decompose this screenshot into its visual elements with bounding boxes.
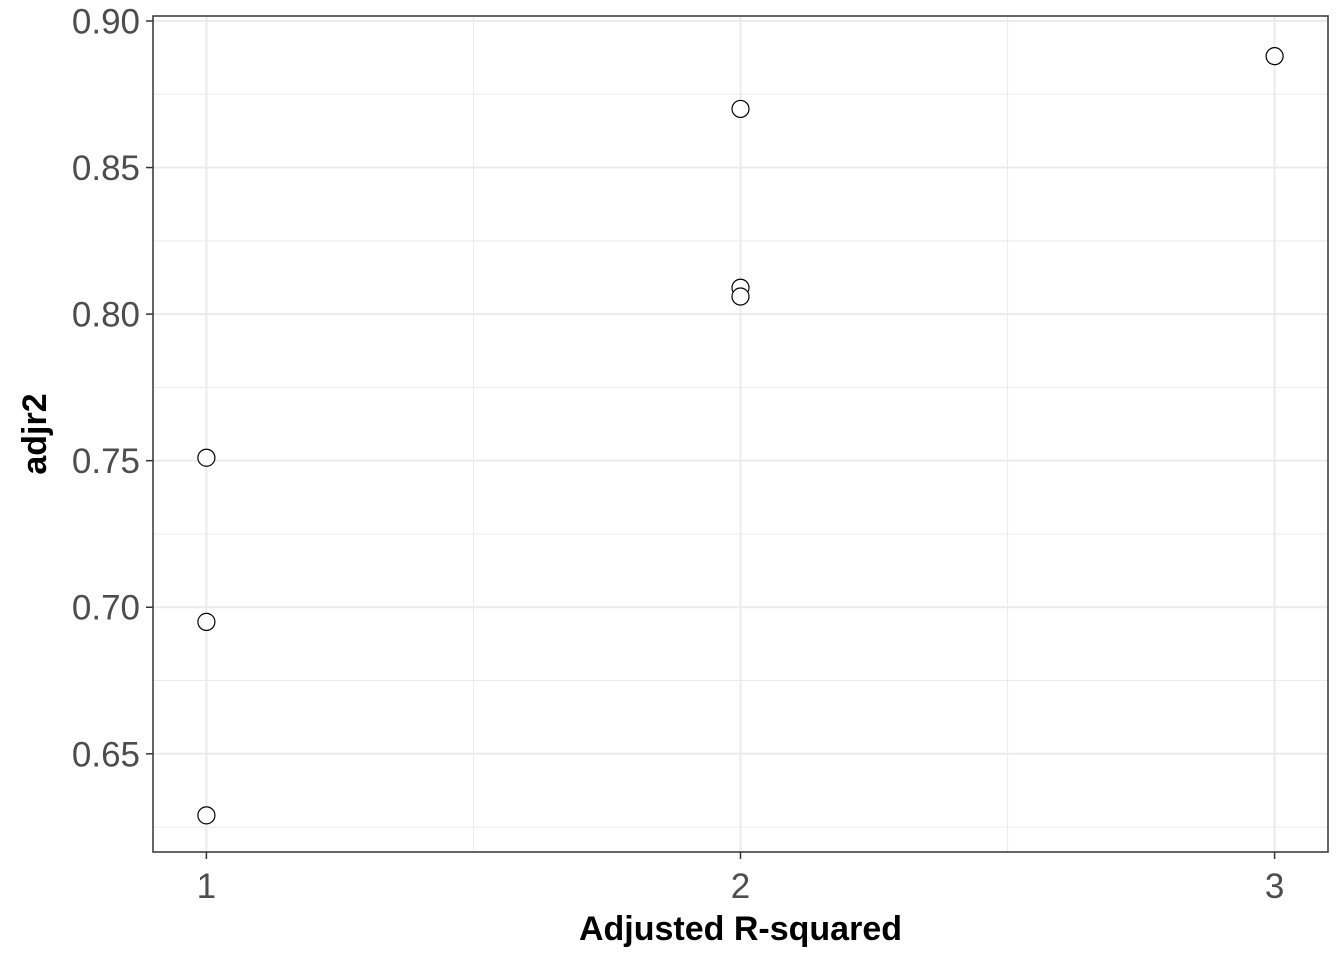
x-axis-title: Adjusted R-squared (579, 910, 902, 948)
y-tick-label: 0.75 (72, 442, 140, 481)
data-point (731, 99, 750, 119)
y-tick-label: 0.85 (72, 149, 140, 188)
data-point (197, 806, 216, 825)
data-point (197, 448, 216, 467)
data-point (731, 287, 750, 306)
y-tick-label: 0.70 (72, 589, 140, 628)
data-points (197, 47, 1284, 825)
x-tick-label: 3 (1265, 867, 1284, 906)
x-tick-label: 1 (197, 867, 216, 906)
y-tick-label: 0.65 (72, 735, 140, 774)
y-tick-label: 0.90 (72, 2, 140, 41)
y-tick-label: 0.80 (72, 296, 140, 335)
y-axis-ticks: 0.65 0.70 0.75 0.80 0.85 0.90 (72, 2, 153, 774)
data-point (1265, 47, 1284, 66)
y-axis-title: adjr2 (16, 393, 54, 474)
major-gridlines (153, 16, 1328, 852)
data-point (197, 612, 216, 631)
x-tick-label: 2 (731, 867, 750, 906)
x-axis-ticks: 1 2 3 (197, 852, 1284, 906)
